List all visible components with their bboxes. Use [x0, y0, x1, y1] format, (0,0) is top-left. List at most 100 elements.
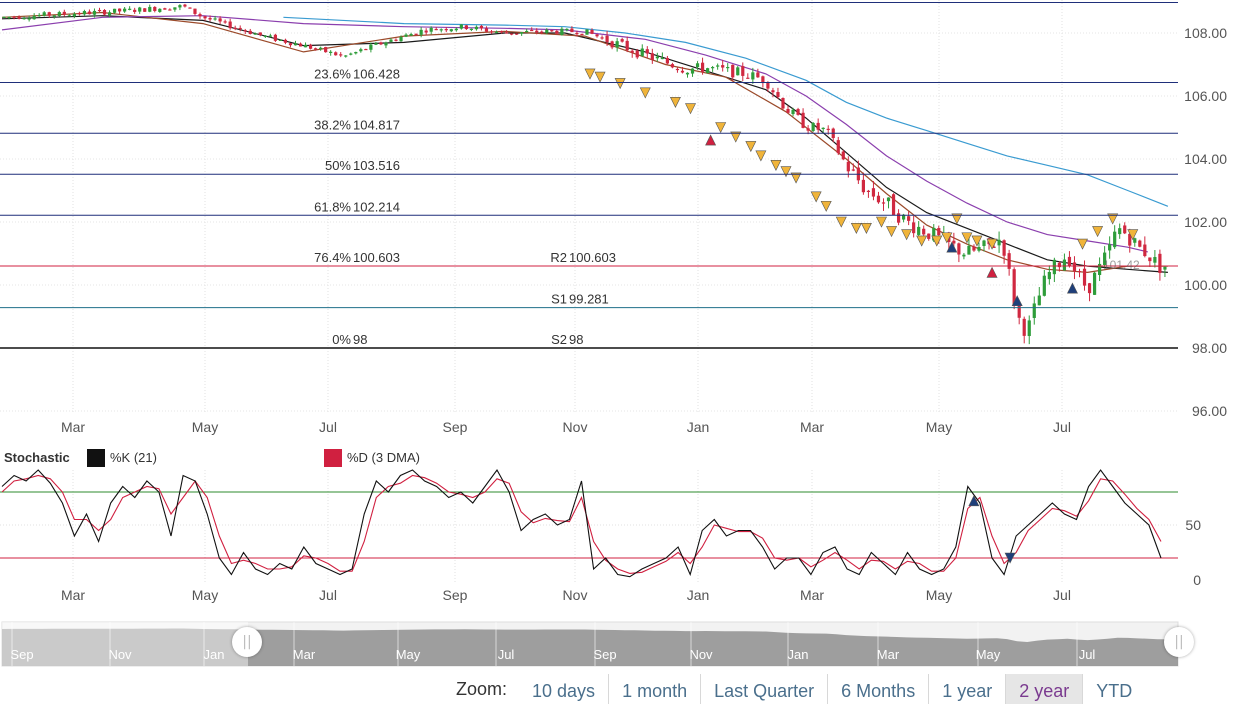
fib-value-4: 100.603 — [353, 250, 400, 265]
navigator-label-5: Jul — [498, 647, 515, 662]
candle-body — [1087, 283, 1092, 294]
candle-body — [771, 90, 775, 93]
candle-body — [474, 26, 479, 30]
candle-body — [479, 25, 484, 29]
fib-label-1: 38.2% — [314, 117, 351, 132]
candle-body — [1113, 231, 1117, 248]
candle-body — [635, 50, 639, 58]
pivot-label-5: S1 — [551, 292, 567, 307]
price-y-tick-1: 106.00 — [1184, 88, 1227, 104]
moving-average-3 — [283, 16, 1169, 207]
price-y-tick-2: 104.00 — [1184, 151, 1227, 167]
stoch-x-tick-5: Jan — [687, 587, 710, 603]
candle-body — [243, 30, 247, 32]
candle-body — [143, 8, 147, 12]
candle-body — [107, 12, 112, 16]
zoom-option-6[interactable]: YTD — [1082, 674, 1145, 704]
candle-body — [917, 226, 921, 235]
down-signal-marker — [730, 131, 742, 143]
candle-body — [1002, 240, 1006, 256]
price-x-tick-0: Mar — [61, 419, 85, 435]
down-signal-marker — [951, 213, 963, 225]
zoom-option-2[interactable]: Last Quarter — [700, 674, 827, 704]
candle-body — [861, 179, 865, 193]
candle-body — [1108, 244, 1112, 251]
moving-average-2 — [1, 15, 1148, 253]
candle-body — [2, 16, 6, 19]
candle-body — [1007, 253, 1011, 269]
pivot-value-5: 99.281 — [569, 292, 609, 307]
candle-body — [228, 21, 232, 29]
candle-body — [1012, 269, 1016, 306]
fib-label-2: 50% — [325, 158, 351, 173]
up-signal-marker — [1011, 295, 1023, 307]
candle-body — [188, 7, 192, 9]
candle-body — [746, 77, 750, 79]
candle-body — [153, 6, 157, 11]
zoom-option-5[interactable]: 2 year — [1005, 674, 1083, 704]
candle-body — [821, 127, 825, 130]
stoch-y-tick-1: 0 — [1193, 572, 1201, 588]
candle-body — [1067, 256, 1072, 266]
range-navigator[interactable]: Sep Nov Jan Mar May Jul Sep Nov Jan Mar May Jul — [1, 621, 1179, 667]
candle-body — [399, 36, 403, 42]
candle-body — [630, 50, 634, 53]
legend-swatch-1 — [324, 449, 342, 467]
candle-body — [17, 16, 21, 19]
candle-body — [841, 151, 845, 160]
candle-body — [314, 48, 318, 50]
candle-body — [695, 63, 700, 68]
candle-body — [218, 18, 222, 22]
fib-label-0: 23.6% — [314, 67, 351, 82]
candle-body — [791, 109, 795, 115]
candle-body — [1062, 259, 1067, 271]
candle-body — [354, 51, 358, 54]
candle-body — [781, 98, 785, 109]
candle-body — [233, 27, 237, 30]
price-y-tick-6: 96.00 — [1192, 403, 1227, 419]
candle-body — [927, 233, 931, 239]
navigator-area — [2, 628, 1178, 666]
fib-value-0: 106.428 — [353, 67, 400, 82]
candle-body — [444, 29, 448, 31]
down-signal-marker — [755, 150, 767, 162]
candle-body — [208, 17, 212, 20]
navigator-left-handle[interactable]: || — [232, 627, 262, 657]
zoom-option-1[interactable]: 1 month — [608, 674, 700, 704]
legend-label-0: %K (21) — [110, 450, 157, 465]
candle-body — [1037, 295, 1041, 306]
candle-body — [530, 29, 534, 32]
candle-body — [685, 72, 690, 75]
down-signal-marker — [971, 235, 983, 247]
price-x-tick-7: May — [926, 419, 952, 435]
candle-body — [731, 64, 735, 78]
fib-value-6: 98 — [353, 332, 367, 347]
candle-body — [886, 197, 891, 202]
alert-signal-marker — [705, 134, 717, 146]
stoch-x-tick-8: Jul — [1053, 587, 1071, 603]
candle-body — [716, 65, 720, 67]
legend-label-1: %D (3 DMA) — [347, 450, 420, 465]
candle-body — [600, 37, 604, 39]
candle-body — [670, 64, 675, 68]
fib-label-6: 0% — [332, 332, 351, 347]
down-signal-marker — [850, 223, 862, 234]
zoom-option-4[interactable]: 1 year — [928, 674, 1005, 704]
candle-body — [871, 188, 876, 197]
candle-body — [379, 42, 383, 45]
down-signal-marker — [1107, 213, 1119, 225]
candle-body — [565, 28, 569, 31]
candle-body — [575, 32, 579, 35]
zoom-option-0[interactable]: 10 days — [532, 681, 596, 701]
candle-body — [761, 76, 765, 84]
candle-body — [349, 53, 353, 55]
up-signal-marker — [1066, 282, 1078, 294]
candle-body — [454, 28, 458, 31]
stoch-x-tick-0: Mar — [61, 587, 85, 603]
stochastic-chart-panel: Stochastic %K (21) %D (3 DMA) 50 0 Mar May Jul S… — [0, 449, 1201, 603]
candle-body — [278, 39, 283, 41]
candle-body — [283, 39, 288, 43]
zoom-option-3[interactable]: 6 Months — [827, 674, 928, 704]
navigator-right-handle[interactable]: || — [1164, 627, 1194, 657]
